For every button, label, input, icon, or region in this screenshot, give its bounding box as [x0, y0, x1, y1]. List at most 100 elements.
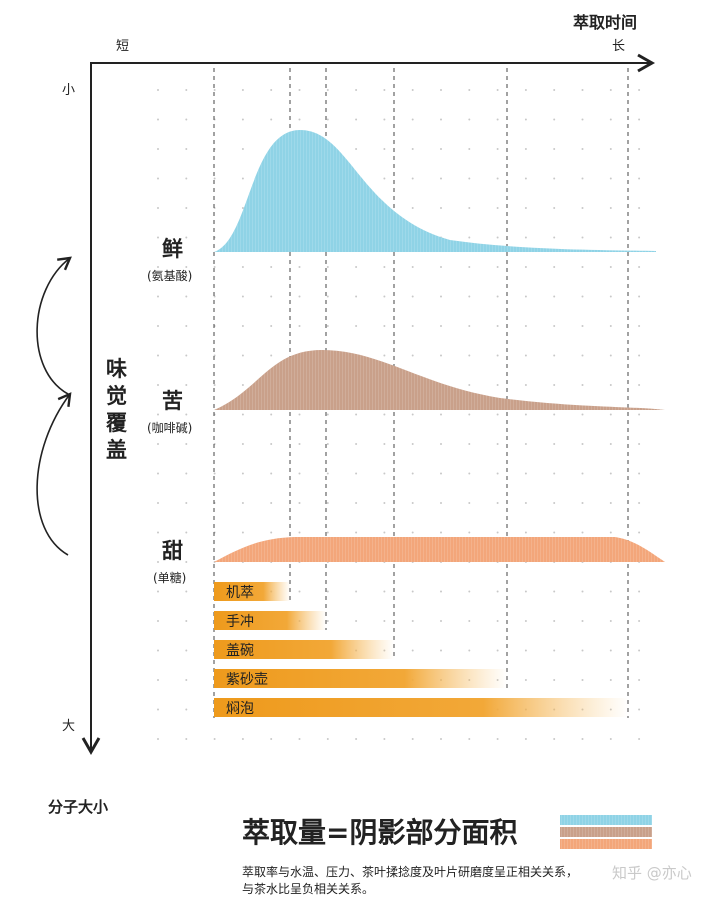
grid-dot: [581, 620, 584, 622]
method-label: 机萃: [226, 585, 254, 601]
grid-dot: [383, 472, 386, 475]
grid-dot: [468, 443, 471, 445]
grid-dot: [157, 443, 159, 445]
grid-dot: [383, 590, 386, 593]
umami-sub: (氨基酸): [147, 268, 192, 283]
grid-dot: [609, 590, 612, 593]
grid-dot: [270, 89, 273, 91]
grid-dot: [326, 325, 329, 327]
method-bar: 盖碗: [214, 640, 394, 659]
y-axis-title: 分子大小: [48, 798, 108, 816]
grid-dot: [157, 738, 159, 740]
grid-dot: [355, 620, 358, 622]
grid-dot: [185, 354, 188, 357]
grid-dot: [157, 266, 159, 268]
grid-dot: [185, 738, 188, 740]
grid-dot: [553, 295, 556, 298]
grid-dot: [411, 266, 414, 268]
grid-dot: [185, 472, 188, 475]
grid-dot: [185, 502, 188, 504]
grid-dot: [383, 738, 386, 740]
grid-dot: [468, 295, 471, 298]
grid-dot: [383, 177, 386, 180]
grid-dot: [440, 354, 442, 357]
grid-dot: [638, 472, 641, 475]
grid-dot: [355, 89, 358, 91]
grid-dot: [185, 708, 188, 711]
grid-dot: [185, 679, 188, 681]
grid-dot: [326, 118, 329, 121]
grid-dot: [496, 531, 499, 534]
grid-dot: [411, 472, 414, 475]
grid-dot: [411, 413, 414, 416]
grid-dot: [440, 295, 442, 298]
grid-dot: [581, 236, 584, 239]
method-bar: 紫砂壶: [214, 669, 507, 688]
grid-dot: [468, 118, 471, 121]
grid-dot: [185, 443, 188, 445]
svg-text:覆: 覆: [106, 411, 128, 435]
grid-dot: [638, 620, 641, 622]
grid-dot: [241, 118, 244, 121]
grid-dot: [241, 443, 244, 445]
grid-dot: [553, 413, 556, 416]
grid-dot: [411, 620, 414, 622]
grid-dot: [157, 384, 159, 386]
grid-dot: [355, 590, 358, 593]
grid-dot: [581, 738, 584, 740]
grid-dot: [609, 472, 612, 475]
grid-dot: [581, 89, 584, 91]
grid-dot: [326, 295, 329, 298]
grid-dot: [524, 472, 527, 475]
grid-dot: [638, 384, 641, 386]
grid-dot: [157, 177, 159, 180]
grid-dot: [609, 649, 612, 652]
grid-dot: [270, 354, 273, 357]
grid-dot: [496, 89, 499, 91]
grid-dot: [298, 295, 301, 298]
grid-dot: [581, 295, 584, 298]
grid-dot: [440, 148, 442, 150]
grid-dot: [270, 502, 273, 504]
grid-dot: [638, 708, 641, 711]
grid-dot: [326, 443, 329, 445]
grid-dot: [383, 354, 386, 357]
grid-dot: [553, 443, 556, 445]
grid-dot: [524, 177, 527, 180]
legend-note-2: 与茶水比呈负相关关系。: [242, 881, 374, 896]
grid-dot: [524, 236, 527, 239]
grid-dot: [326, 266, 329, 268]
grid-dot: [440, 649, 442, 652]
grid-dot: [581, 384, 584, 386]
grid-dot: [157, 354, 159, 357]
grid-dot: [411, 649, 414, 652]
grid-dot: [185, 561, 188, 563]
grid-dot: [553, 118, 556, 121]
grid-dot: [440, 207, 442, 209]
grid-dot: [581, 413, 584, 416]
x-long-label: 长: [612, 39, 625, 54]
grid-dot: [496, 325, 499, 327]
grid-dot: [524, 354, 527, 357]
grid-dot: [496, 118, 499, 121]
x-axis-title: 萃取时间: [573, 13, 637, 32]
grid-dot: [241, 148, 244, 150]
grid-dot: [468, 325, 471, 327]
grid-dot: [157, 649, 159, 652]
grid-dot: [638, 89, 641, 91]
grid-dot: [581, 207, 584, 209]
method-label: 手冲: [226, 614, 254, 630]
grid-dot: [468, 531, 471, 534]
grid-dot: [581, 502, 584, 504]
grid-dot: [638, 118, 641, 121]
coverage-label: 味 觉 覆 盖: [106, 357, 128, 462]
grid-dot: [157, 679, 159, 681]
grid-dot: [553, 738, 556, 740]
method-bar-fill: [214, 669, 507, 688]
grid-dot: [298, 738, 301, 740]
grid-dot: [609, 502, 612, 504]
grid-dot: [581, 177, 584, 180]
grid-dot: [298, 472, 301, 475]
bitter-label: 苦: [162, 389, 183, 413]
